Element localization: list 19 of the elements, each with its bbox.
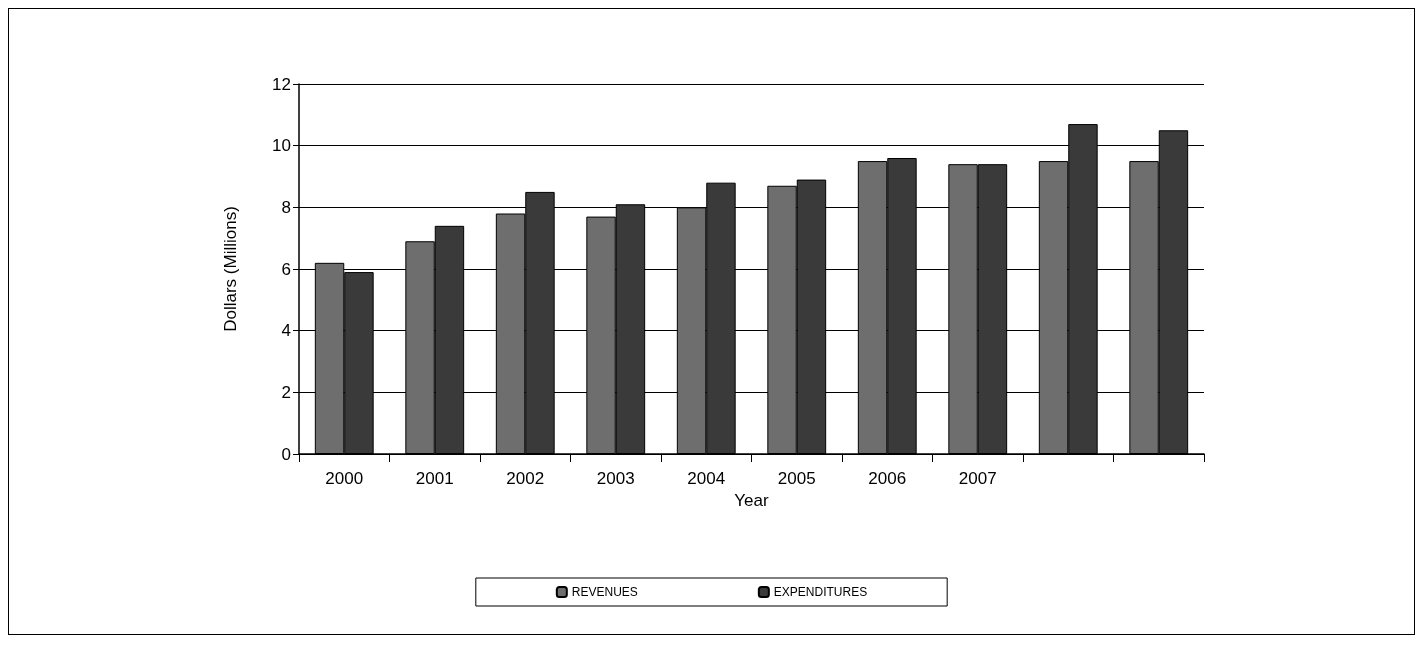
x-tick-label: 2001 bbox=[415, 469, 454, 488]
y-tick-label: 0 bbox=[281, 444, 291, 464]
legend-label: EXPENDITURES bbox=[773, 585, 868, 599]
x-axis-title: Year bbox=[734, 491, 770, 510]
x-tick-label: 2006 bbox=[868, 469, 907, 488]
x-tick-label: 2007 bbox=[958, 469, 997, 488]
x-tick-label: 2004 bbox=[687, 469, 726, 488]
y-tick-label: 12 bbox=[272, 74, 291, 94]
y-tick-label: 6 bbox=[281, 259, 291, 279]
y-tick-label: 8 bbox=[281, 197, 291, 217]
x-tick-label: 2000 bbox=[325, 469, 364, 488]
y-tick-label: 4 bbox=[281, 321, 291, 341]
y-tick-label: 2 bbox=[281, 382, 291, 402]
x-tick-label: 2002 bbox=[506, 469, 545, 488]
y-tick-label: 10 bbox=[272, 136, 291, 156]
x-tick-label: 2003 bbox=[596, 469, 635, 488]
y-axis-title: Dollars (Millions) bbox=[221, 206, 240, 332]
legend-label: REVENUES bbox=[571, 585, 638, 599]
x-tick-label: 2005 bbox=[777, 469, 816, 488]
